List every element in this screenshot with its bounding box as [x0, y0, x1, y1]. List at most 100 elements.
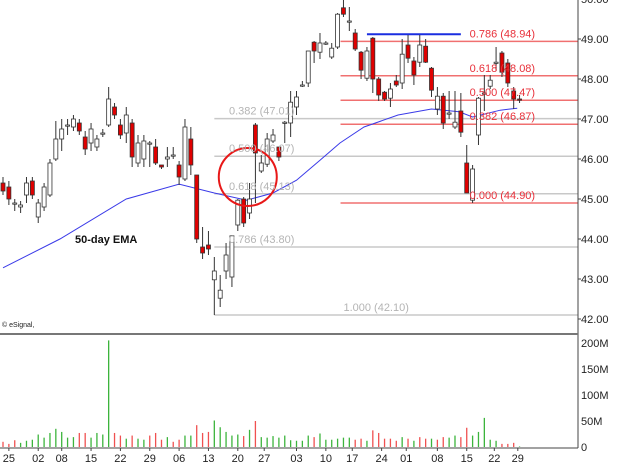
esignal-credit: © eSignal, — [2, 321, 34, 329]
date-tick-label: 17 — [346, 453, 358, 464]
candle-body — [41, 186, 47, 208]
candle-body — [493, 61, 499, 64]
candle-body — [65, 124, 70, 127]
candle-body — [35, 202, 41, 218]
candle-body — [487, 79, 493, 87]
candle-body — [311, 41, 317, 52]
candle-body — [0, 182, 6, 192]
candle-body — [241, 198, 247, 224]
candle-body — [176, 164, 182, 178]
candle-down — [464, 145, 470, 194]
candle-up — [41, 183, 47, 211]
candle-up — [217, 275, 223, 307]
candle-body — [429, 67, 434, 91]
date-tick-label: 27 — [258, 453, 270, 464]
fib-gray-label: 0.786 (43.80) — [229, 234, 294, 246]
price-tick-label: 44.00 — [581, 234, 609, 246]
candle-down — [153, 139, 159, 165]
candle-up — [229, 235, 235, 287]
candle-body — [217, 289, 223, 299]
date-tick-label: 08 — [56, 453, 68, 464]
candle-body — [194, 174, 200, 240]
candle-body — [12, 202, 18, 205]
candle-body — [352, 32, 358, 50]
candle-body — [317, 42, 323, 53]
candle-up — [18, 201, 24, 213]
candle-down — [440, 93, 446, 129]
candles-layer — [0, 0, 522, 315]
candle-body — [47, 162, 53, 196]
candle-body — [94, 138, 100, 148]
candle-body — [270, 134, 276, 142]
candle-up — [258, 155, 264, 173]
candle-body — [106, 98, 112, 126]
candle-up — [399, 39, 405, 89]
candle-up — [223, 243, 229, 279]
candle-up — [100, 129, 106, 137]
fib-red-label: 0.000 (44.90) — [470, 190, 535, 202]
price-tick-label: 45.00 — [581, 194, 609, 206]
date-tick-label: 03 — [290, 453, 302, 464]
candle-up — [294, 91, 299, 115]
candle-body — [235, 199, 241, 226]
candle-down — [82, 131, 88, 155]
candle-body — [123, 114, 129, 134]
candle-down — [505, 59, 511, 87]
candle-up — [364, 47, 370, 81]
candle-up — [123, 107, 129, 143]
candle-body — [282, 121, 288, 124]
candle-up — [12, 199, 18, 211]
candle-body — [346, 20, 352, 23]
candle-up — [417, 35, 423, 67]
candle-down — [358, 51, 364, 79]
candle-down — [118, 119, 123, 139]
candle-up — [493, 47, 499, 71]
candle-up — [106, 87, 112, 127]
candle-body — [288, 101, 294, 124]
candle-down — [200, 227, 205, 259]
candle-up — [65, 119, 70, 135]
candle-down — [76, 119, 82, 135]
candle-body — [411, 60, 417, 76]
candle-down — [159, 164, 164, 169]
price-tick-label: 48.00 — [581, 74, 609, 86]
date-tick-label: 20 — [232, 453, 244, 464]
date-tick-label: 24 — [375, 453, 387, 464]
candle-body — [364, 50, 370, 79]
candle-down — [241, 197, 247, 227]
candle-body — [170, 154, 176, 157]
candle-up — [470, 165, 476, 203]
candle-up — [182, 119, 188, 181]
candle-body — [323, 42, 329, 45]
candle-up — [299, 81, 305, 87]
candle-body — [370, 37, 376, 80]
date-tick-label: 08 — [431, 453, 443, 464]
candle-down — [429, 67, 434, 97]
candle-down — [393, 75, 399, 87]
candle-down — [411, 57, 417, 85]
candle-body — [147, 142, 153, 145]
fib-gray-label: 0.618 (45.13) — [229, 181, 294, 193]
candle-body — [434, 95, 440, 110]
date-tick-label: 15 — [461, 453, 473, 464]
date-tick-label: 22 — [114, 453, 126, 464]
candle-body — [188, 138, 194, 166]
candle-body — [6, 186, 12, 200]
fib-red-label: 0.618 (48.08) — [470, 63, 535, 75]
price-tick-label: 46.00 — [581, 154, 609, 166]
candle-body — [358, 51, 364, 71]
candle-up — [88, 123, 94, 151]
candle-body — [458, 110, 464, 133]
candle-body — [135, 142, 141, 164]
date-tick-label: 29 — [144, 453, 156, 464]
candle-body — [159, 164, 164, 168]
candle-body — [118, 124, 123, 136]
candle-up — [335, 13, 340, 49]
candle-up — [388, 83, 393, 107]
candle-down — [6, 181, 12, 205]
candle-body — [253, 124, 258, 154]
date-tick-label: 06 — [173, 453, 185, 464]
candle-body — [393, 80, 399, 86]
volume-tick-label: 50M — [581, 416, 602, 428]
